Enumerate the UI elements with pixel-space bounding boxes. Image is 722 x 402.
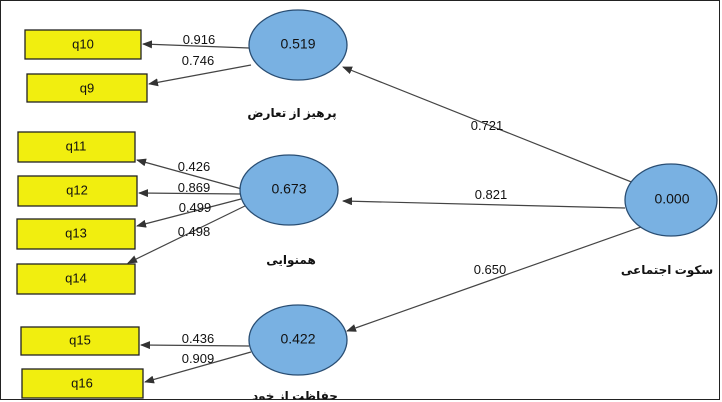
indicator-q9: q9 <box>26 73 148 103</box>
indicator-label: q16 <box>71 375 93 390</box>
loading-q13: 0.499 <box>179 200 212 215</box>
indicator-label: q15 <box>69 332 91 347</box>
construct-r2-value: 0.673 <box>271 181 306 197</box>
loading-q9: 0.746 <box>182 53 215 68</box>
construct-conformity: 0.673 همنوایی <box>239 154 339 268</box>
loading-q11: 0.426 <box>178 159 211 174</box>
path-coefficient-self-protection: 0.650 <box>474 262 507 277</box>
construct-r2-value: 0.519 <box>280 36 315 52</box>
loading-q10: 0.916 <box>183 32 216 47</box>
indicator-q15: q15 <box>20 326 140 356</box>
path-coefficient-conformity: 0.821 <box>475 187 508 202</box>
indicator-q11: q11 <box>17 131 136 163</box>
construct-conflict-avoidance: 0.519 پرهیز از تعارض <box>247 9 348 120</box>
indicator-label: q11 <box>66 138 87 153</box>
construct-r2-value: 0.422 <box>280 331 315 347</box>
edge-loading-q14 <box>127 203 250 264</box>
indicator-label: q12 <box>66 182 88 197</box>
edge-loading-q11 <box>136 158 250 192</box>
construct-name: سکوت اجتماعی <box>621 263 713 278</box>
edge-loading-q16 <box>144 351 252 384</box>
indicator-q12: q12 <box>17 175 138 207</box>
edge-silence-to-conflict-avoidance <box>342 66 645 188</box>
indicator-q14: q14 <box>16 263 136 295</box>
loading-q16: 0.909 <box>182 351 215 366</box>
path-coefficient-conflict-avoidance: 0.721 <box>471 118 504 133</box>
indicator-label: q13 <box>65 225 87 240</box>
loading-q15: 0.436 <box>182 331 215 346</box>
construct-name: همنوایی <box>266 253 316 268</box>
indicator-q10: q10 <box>24 29 142 60</box>
loading-q14: 0.498 <box>178 224 211 239</box>
edge-loading-q13 <box>136 198 242 228</box>
construct-name: حفاظت از خود <box>252 389 338 400</box>
loading-q12: 0.869 <box>178 180 211 195</box>
edge-loading-q10 <box>142 40 250 49</box>
indicator-label: q10 <box>72 36 94 51</box>
construct-r2-value: 0.000 <box>654 191 689 207</box>
edge-silence-to-self-protection <box>346 226 642 332</box>
indicator-q16: q16 <box>21 368 144 399</box>
edge-loading-q12 <box>138 189 242 198</box>
edge-silence-to-conformity <box>342 197 626 209</box>
construct-self-protection: 0.422 حفاظت از خود <box>248 304 348 400</box>
indicator-q13: q13 <box>16 218 136 250</box>
edge-loading-q9 <box>148 64 252 87</box>
indicator-label: q14 <box>65 270 87 285</box>
indicator-label: q9 <box>80 80 94 95</box>
construct-social-silence: 0.000 سکوت اجتماعی <box>621 163 718 278</box>
construct-name: پرهیز از تعارض <box>247 106 336 120</box>
edge-loading-q15 <box>140 341 250 350</box>
